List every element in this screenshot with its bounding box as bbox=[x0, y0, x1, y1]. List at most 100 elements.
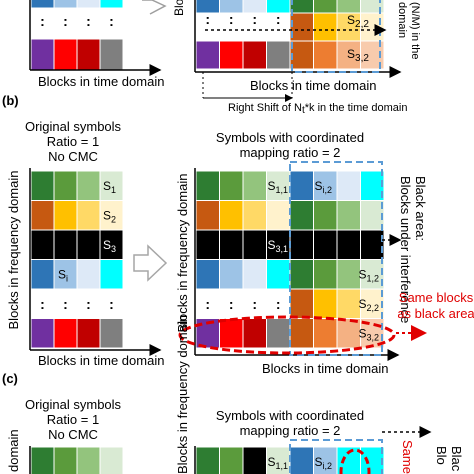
panel-b-left-y-label: Blocks in frequency domain bbox=[6, 171, 21, 330]
panel-b-right-cell bbox=[242, 170, 267, 201]
panel-b-right-cell bbox=[219, 229, 244, 260]
panel-b-right-cell bbox=[360, 200, 385, 231]
panel-c-label-si2: Si,2 bbox=[315, 455, 333, 471]
panel-b-right-dots: : bbox=[229, 296, 234, 312]
panel-b-black-area-1: Black area: bbox=[413, 176, 428, 241]
panel-a: :::: Blocks in time domain Blocks i ::::… bbox=[29, 0, 421, 116]
panel-b-cmc-title-1: Symbols with coordinated bbox=[216, 130, 364, 145]
panel-b-left-cell bbox=[76, 200, 101, 231]
panel-b-right-cell bbox=[219, 318, 244, 349]
panel-b-right-cell bbox=[289, 229, 314, 260]
panel-a-left-dots: : bbox=[40, 13, 45, 29]
panel-b-right-cell bbox=[289, 288, 314, 319]
panel-b-label-s3: S3 bbox=[103, 238, 116, 254]
panel-b-left-cell bbox=[76, 229, 101, 260]
panel-b-right-cell bbox=[289, 318, 314, 349]
panel-a-left-grid: :::: bbox=[30, 0, 124, 71]
panel-b-right-cell bbox=[195, 229, 220, 260]
panel-b-left-dots: : bbox=[86, 296, 91, 312]
panel-b-right-cell bbox=[336, 200, 361, 231]
panel-c-left-grid bbox=[30, 446, 124, 474]
panel-a-left-x-label: Blocks in time domain bbox=[38, 74, 164, 89]
panel-a-s32: S3,2 bbox=[347, 47, 369, 64]
panel-a-right-dots: : bbox=[276, 11, 281, 27]
panel-a-right-cell bbox=[289, 0, 314, 14]
panel-b-right-cell bbox=[242, 318, 267, 349]
panel-b-label-s11: S1,1 bbox=[268, 179, 289, 195]
panel-a-left-cell bbox=[99, 0, 124, 9]
panel-a-right-cell bbox=[289, 12, 314, 42]
panel-c-right-cell bbox=[219, 446, 244, 474]
panel-c-highlight-box bbox=[289, 439, 383, 474]
panel-b-right-cell bbox=[313, 259, 338, 290]
panel-c-orig-title-3: No CMC bbox=[48, 427, 98, 442]
panel-b-left-cell bbox=[76, 259, 101, 290]
transform-arrow-icon bbox=[133, 244, 168, 282]
panel-a-right-cell bbox=[360, 40, 385, 70]
panel-b: (b) Original symbols Ratio = 1 No CMC Bl… bbox=[2, 93, 474, 376]
panel-a-right-cell bbox=[195, 40, 220, 70]
panel-b-right-dots: : bbox=[276, 296, 281, 312]
panel-b-left-dots: : bbox=[40, 296, 45, 312]
panel-b-right-cell bbox=[195, 200, 220, 231]
panel-b-right-dots: : bbox=[205, 296, 210, 312]
panel-b-label-s1: S1 bbox=[103, 179, 116, 195]
panel-b-right-cell bbox=[266, 318, 291, 349]
panel-b-right-cell bbox=[289, 200, 314, 231]
panel-b-left-cell bbox=[53, 229, 78, 260]
panel-c-right-grid: S1,1 Si,2 bbox=[195, 446, 385, 474]
panel-a-right-cell bbox=[313, 40, 338, 70]
panel-b-left-cell bbox=[30, 318, 55, 349]
panel-c-right-cell bbox=[242, 446, 267, 474]
panel-c-left-y-label: domain bbox=[6, 429, 21, 472]
panel-b-left-cell bbox=[53, 170, 78, 201]
panel-b-left-dots: : bbox=[109, 296, 114, 312]
panel-c-same-fragment: Same bbox=[400, 440, 415, 474]
panel-b-orig-title-3: No CMC bbox=[48, 149, 98, 164]
panel-a-left-cell bbox=[53, 0, 78, 9]
panel-b-left-cell bbox=[53, 318, 78, 349]
panel-c-label-s11: S1,1 bbox=[268, 455, 289, 471]
transform-arrow-icon bbox=[142, 0, 167, 15]
panel-a-right-dots: : bbox=[205, 11, 210, 27]
panel-a-left-cell bbox=[76, 38, 101, 71]
panel-a-left-cell bbox=[30, 0, 55, 9]
panel-b-right-cell bbox=[219, 259, 244, 290]
panel-b-left-cell bbox=[99, 318, 124, 349]
panel-b-label-s31: S3,1 bbox=[268, 238, 289, 254]
panel-a-left-cell bbox=[53, 38, 78, 71]
panel-b-left-cell bbox=[30, 259, 55, 290]
panel-b-label-si2: Si,2 bbox=[315, 179, 333, 195]
panel-b-right-cell bbox=[336, 170, 361, 201]
panel-b-same-blocks-2: as black area bbox=[397, 306, 474, 321]
panel-b-right-cell bbox=[336, 259, 361, 290]
panel-c-orig-title-2: Ratio = 1 bbox=[47, 412, 99, 427]
panel-b-right-cell bbox=[242, 200, 267, 231]
panel-b-right-cell bbox=[242, 229, 267, 260]
panel-a-left-dots: : bbox=[63, 13, 68, 29]
panel-b-right-dots: : bbox=[252, 296, 257, 312]
panel-c-edge-1: Blac bbox=[449, 446, 464, 472]
panel-a-right-x-label: Blocks in time domain bbox=[250, 78, 376, 93]
panel-b-label-s12: S1,2 bbox=[359, 268, 380, 284]
panel-b-right-cell bbox=[195, 259, 220, 290]
panel-a-right-cell bbox=[289, 40, 314, 70]
panel-b-right-grid: :::: S1,1 Si,2S3,1S1,2S2,2S3,2 bbox=[195, 170, 385, 349]
panel-b-red-ellipse bbox=[178, 315, 396, 355]
panel-b-label-s32: S3,2 bbox=[359, 327, 380, 343]
panel-a-s22: S2,2 bbox=[347, 13, 369, 30]
panel-b-right-cell bbox=[313, 200, 338, 231]
panel-b-right-cell bbox=[219, 200, 244, 231]
panel-a-left-cell bbox=[76, 0, 101, 9]
panel-b-label-s2: S2 bbox=[103, 209, 116, 225]
panel-b-left-cell bbox=[76, 170, 101, 201]
panel-b-orig-title-1: Original symbols bbox=[25, 119, 122, 134]
panel-a-left-cell bbox=[30, 38, 55, 71]
panel-c-left-cell bbox=[30, 446, 55, 474]
panel-b-right-cell bbox=[266, 200, 291, 231]
panel-b-same-blocks-1: Same blocks bbox=[399, 290, 474, 305]
panel-a-left-dots: : bbox=[109, 13, 114, 29]
panel-c-right-cell bbox=[289, 446, 314, 474]
panel-c-red-ellipse bbox=[339, 448, 371, 474]
panel-b-left-cell bbox=[30, 170, 55, 201]
